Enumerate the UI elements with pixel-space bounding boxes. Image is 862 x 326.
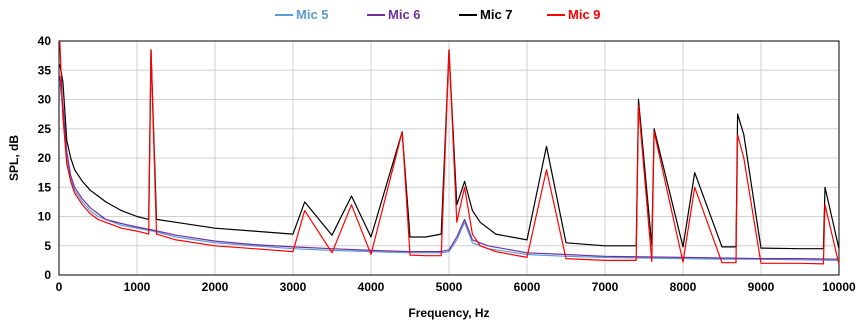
x-tick-label: 3000 [280, 280, 307, 294]
grid [59, 41, 839, 275]
y-tick-label: 35 [38, 63, 52, 77]
legend-label: Mic 7 [480, 7, 513, 22]
series-line-mic-9 [59, 40, 840, 265]
series-line-mic-5 [59, 81, 840, 261]
x-tick-label: 0 [56, 280, 63, 294]
x-axis-title: Frequency, Hz [408, 306, 489, 320]
y-tick-label: 5 [44, 239, 51, 253]
legend: Mic 5 Mic 6 Mic 7 Mic 9 [275, 7, 601, 22]
y-tick-labels: 0 5 10 15 20 25 30 35 40 [38, 34, 52, 282]
y-tick-label: 30 [38, 93, 52, 107]
series-group [59, 40, 840, 265]
x-tick-label: 4000 [358, 280, 385, 294]
legend-label: Mic 9 [568, 7, 601, 22]
x-tick-label: 10000 [822, 280, 856, 294]
y-tick-label: 0 [44, 268, 51, 282]
x-tick-label: 8000 [670, 280, 697, 294]
y-tick-label: 15 [38, 180, 52, 194]
legend-label: Mic 5 [296, 7, 329, 22]
y-tick-label: 20 [38, 151, 52, 165]
x-tick-label: 1000 [124, 280, 151, 294]
y-tick-label: 40 [38, 34, 52, 48]
x-tick-labels: 0 1000 2000 3000 4000 5000 6000 7000 8000 9000 100… [56, 280, 856, 294]
legend-label: Mic 6 [388, 7, 421, 22]
plot-frame [58, 40, 840, 276]
x-tick-label: 6000 [514, 280, 541, 294]
series-line-mic-6 [59, 76, 840, 260]
y-tick-label: 10 [38, 210, 52, 224]
y-tick-label: 25 [38, 122, 52, 136]
x-tick-label: 5000 [436, 280, 463, 294]
series-line-mic-7 [59, 49, 840, 250]
x-tick-label: 7000 [592, 280, 619, 294]
x-tick-label: 2000 [202, 280, 229, 294]
x-tick-label: 9000 [748, 280, 775, 294]
y-axis-title: SPL, dB [7, 135, 21, 181]
